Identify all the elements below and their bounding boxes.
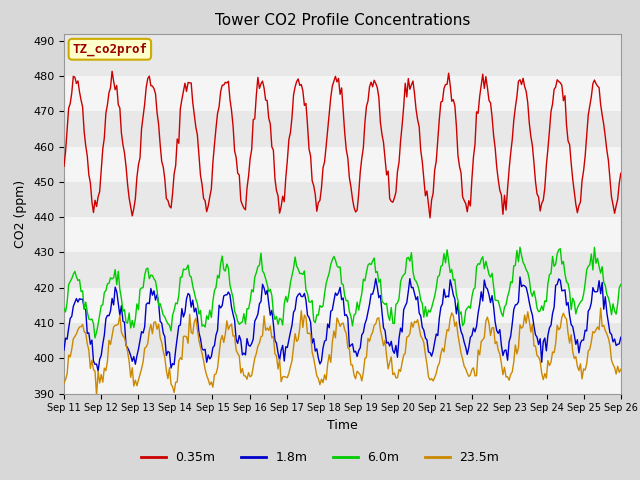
Title: Tower CO2 Profile Concentrations: Tower CO2 Profile Concentrations — [214, 13, 470, 28]
X-axis label: Time: Time — [327, 419, 358, 432]
Bar — [64, 76, 621, 111]
Bar — [64, 358, 621, 394]
Text: TZ_co2prof: TZ_co2prof — [72, 43, 147, 56]
Bar — [64, 288, 621, 323]
Y-axis label: CO2 (ppm): CO2 (ppm) — [15, 180, 28, 248]
Bar — [64, 217, 621, 252]
Legend: 0.35m, 1.8m, 6.0m, 23.5m: 0.35m, 1.8m, 6.0m, 23.5m — [136, 446, 504, 469]
Bar — [64, 146, 621, 182]
